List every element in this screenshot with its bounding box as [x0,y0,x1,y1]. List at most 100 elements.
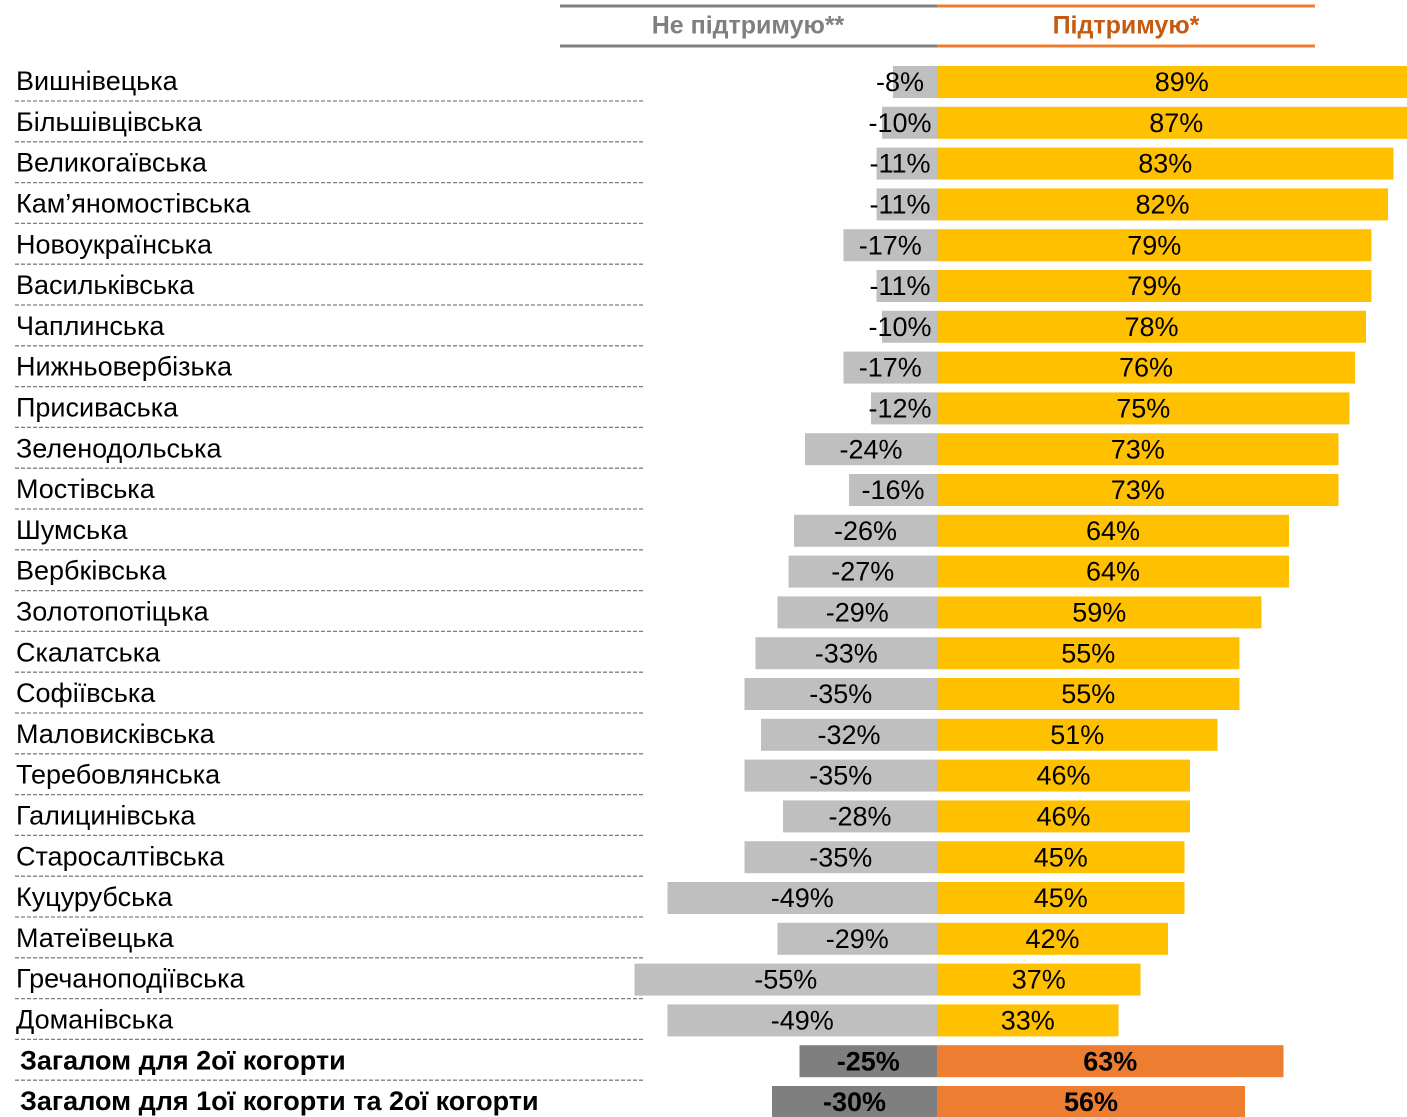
value-label: -10% [868,108,931,138]
bar [777,922,937,955]
category-label: Гречаноподіївська [16,964,246,994]
category-label: Матеївецька [16,923,175,953]
bar [937,147,1394,180]
bar [937,1004,1119,1037]
bar [882,106,937,139]
bar [667,882,937,914]
category-label: Загалом для 1ої когорти та 2ої когорти [20,1086,539,1116]
bar [937,596,1262,629]
bar [744,841,937,874]
bar [937,66,1407,98]
category-label: Вербківська [16,556,167,586]
value-label: 51% [1050,720,1104,750]
bar [937,229,1372,262]
bar [937,678,1240,710]
bar [937,514,1289,547]
category-label: Кам’яномостівська [16,189,251,219]
value-label: 64% [1086,557,1140,587]
bar [937,351,1355,384]
value-label: 75% [1116,394,1170,424]
value-label: -8% [876,67,924,97]
bar [794,514,937,547]
category-label: Скалатська [16,637,161,667]
bar [876,147,937,180]
bar [744,678,937,710]
category-label: Новоукраїнська [16,229,213,259]
value-label: 83% [1138,149,1192,179]
value-label: 64% [1086,516,1140,546]
category-label: Загалом для 2ої когорти [20,1045,346,1075]
value-label: -55% [754,965,817,995]
bar [937,922,1168,955]
category-label: Чаплинська [16,311,165,341]
bar [937,963,1141,996]
bar [849,474,937,506]
value-label: -33% [815,638,878,668]
category-label: Присиваська [16,393,179,423]
value-label: -32% [817,720,880,750]
value-label: -35% [809,842,872,872]
bar [937,433,1339,466]
value-label: 79% [1127,271,1181,301]
value-label: -35% [809,679,872,709]
category-label: Зеленодольська [16,433,223,463]
category-label: Шумська [16,515,128,545]
value-label: 37% [1012,965,1066,995]
value-label: -17% [859,353,922,383]
value-label: -29% [826,924,889,954]
value-label: -30% [823,1087,886,1117]
bar [937,106,1407,139]
bar [783,800,937,833]
value-label: 46% [1036,802,1090,832]
bar [799,1045,937,1078]
category-label: Нижньовербізька [16,352,233,382]
value-label: -10% [868,312,931,342]
bar [937,310,1366,343]
category-label: Куцурубська [16,882,174,912]
value-label: 45% [1034,842,1088,872]
value-label: -28% [828,802,891,832]
bar [882,310,937,343]
value-label: -29% [826,598,889,628]
value-label: 82% [1135,190,1189,220]
bar [772,1086,937,1117]
value-label: 46% [1036,761,1090,791]
value-label: -16% [861,475,924,505]
legend-label: Підтримую* [1053,12,1200,40]
category-label: Доманівська [16,1005,174,1035]
value-label: 76% [1119,353,1173,383]
bar [777,596,937,629]
bar [761,718,937,751]
bar [805,433,937,466]
value-label: 79% [1127,230,1181,260]
category-label: Більшівцівська [16,107,203,137]
value-label: 59% [1072,598,1126,628]
bar [937,637,1240,670]
bar [937,759,1190,792]
value-label: 89% [1155,67,1209,97]
value-label: 63% [1083,1046,1137,1076]
value-label: 42% [1025,924,1079,954]
category-label: Великогаївська [16,148,208,178]
bar [937,188,1388,221]
category-label: Маловисківська [16,719,216,749]
bar [667,1004,937,1037]
bar [937,841,1185,874]
bar [634,963,937,996]
category-label: Софіївська [16,678,156,708]
bar [937,800,1190,833]
bar [937,392,1350,425]
value-label: -11% [869,149,930,179]
category-label: Вишнівецька [16,66,179,96]
category-label: Теребовлянська [16,760,221,790]
value-label: -49% [771,883,834,913]
value-label: 55% [1061,679,1115,709]
value-label: -25% [837,1046,900,1076]
bar [937,1045,1284,1078]
value-label: 45% [1034,883,1088,913]
category-label: Галицинівська [16,801,196,831]
value-label: -35% [809,761,872,791]
value-label: 56% [1064,1087,1118,1117]
bar [876,270,937,302]
